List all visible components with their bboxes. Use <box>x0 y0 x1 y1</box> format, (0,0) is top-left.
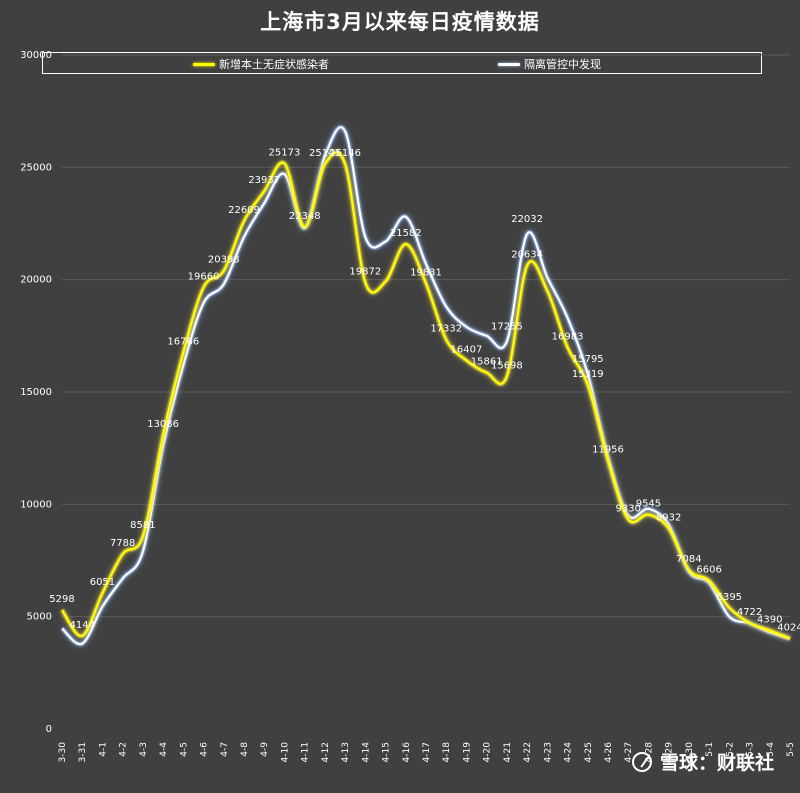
x-tick-label: 4-18 <box>442 742 452 763</box>
x-tick-label: 4-30 <box>685 742 695 763</box>
data-label: 19872 <box>349 267 381 278</box>
x-tick-label: 4-4 <box>159 742 169 757</box>
data-label: 19831 <box>410 267 442 278</box>
watermark: 雪球：财联社 <box>631 748 774 775</box>
series-line-quarantine <box>61 126 791 646</box>
x-tick-label: 4-8 <box>240 742 250 757</box>
data-label: 4390 <box>757 614 782 625</box>
y-tick-label: 15000 <box>20 387 52 398</box>
x-tick-label: 4-22 <box>523 742 533 762</box>
x-tick-label: 4-16 <box>402 742 412 763</box>
x-tick-label: 5-4 <box>766 742 776 757</box>
data-label: 4024 <box>777 623 800 634</box>
data-label: 22609 <box>228 205 260 216</box>
data-label: 16983 <box>552 331 584 342</box>
data-label: 16407 <box>451 344 483 355</box>
data-label: 7788 <box>110 538 135 549</box>
chart-title: 上海市3月以来每日疫情数据 <box>260 10 540 34</box>
x-tick-label: 4-13 <box>341 742 351 762</box>
legend-label: 新增本土无症状感染者 <box>219 58 329 71</box>
x-tick-label: 4-15 <box>382 742 392 762</box>
x-tick-label: 4-19 <box>462 742 472 763</box>
data-label: 7084 <box>676 554 701 565</box>
y-tick-label: 10000 <box>20 499 52 510</box>
y-tick-label: 30000 <box>20 50 52 61</box>
legend-label: 隔离管控中发现 <box>524 58 601 71</box>
x-tick-label: 5-2 <box>725 742 735 757</box>
x-tick-label: 3-31 <box>78 742 88 762</box>
data-label: 4144 <box>69 620 94 631</box>
x-tick-label: 5-3 <box>746 742 756 757</box>
data-label: 9330 <box>615 503 640 514</box>
data-label: 13086 <box>147 419 179 430</box>
x-tick-label: 4-20 <box>483 742 493 763</box>
data-label: 8581 <box>130 520 155 531</box>
legend-swatch-yellow <box>193 62 215 66</box>
y-tick-label: 20000 <box>20 275 52 286</box>
x-tick-label: 4-14 <box>361 742 371 763</box>
legend: 新增本土无症状感染者 隔离管控中发现 <box>42 52 762 74</box>
data-label: 17255 <box>491 321 523 332</box>
x-tick-label: 4-10 <box>280 742 290 763</box>
x-tick-label: 4-24 <box>564 742 574 763</box>
x-tick-label: 5-5 <box>786 742 796 757</box>
x-tick-label: 4-6 <box>200 742 210 757</box>
x-tick-label: 4-23 <box>543 742 553 762</box>
data-label: 20398 <box>208 255 240 266</box>
y-tick-label: 0 <box>46 724 52 735</box>
data-label: 11956 <box>592 444 624 455</box>
data-label: 22348 <box>289 211 321 222</box>
data-label: 4722 <box>737 607 762 618</box>
x-tick-label: 4-9 <box>260 742 270 757</box>
series-glow <box>60 124 791 647</box>
data-label: 19660 <box>188 271 220 282</box>
series-line-asymptomatic <box>61 151 791 640</box>
y-tick-label: 5000 <box>27 612 52 623</box>
x-tick-label: 4-1 <box>98 742 108 757</box>
x-tick-label: 4-5 <box>179 742 189 757</box>
x-tick-label: 4-12 <box>321 742 331 762</box>
data-label: 15698 <box>491 360 523 371</box>
data-label: 6606 <box>696 565 721 576</box>
data-label: 16766 <box>167 336 199 347</box>
x-tick-label: 4-26 <box>604 742 614 763</box>
data-label: 15861 <box>471 357 503 368</box>
data-label: 25173 <box>269 147 301 158</box>
data-label: 21582 <box>390 228 422 239</box>
snowball-logo-icon <box>631 751 652 772</box>
x-tick-label: 3-30 <box>58 742 68 763</box>
data-label: 5395 <box>717 592 742 603</box>
legend-item-quarantine: 隔离管控中发现 <box>498 56 601 72</box>
data-label: 6051 <box>90 577 115 588</box>
data-label: 9545 <box>636 499 661 510</box>
data-label: 23937 <box>248 175 280 186</box>
x-tick-label: 4-17 <box>422 742 432 762</box>
data-label: 20634 <box>511 249 543 260</box>
data-label: 5298 <box>49 594 74 605</box>
x-tick-label: 4-11 <box>301 742 311 762</box>
data-label: 25146 <box>329 148 361 159</box>
data-label: 25141 <box>309 148 341 159</box>
data-label: 15319 <box>572 369 604 380</box>
data-label: 17332 <box>430 324 462 335</box>
y-tick-label: 25000 <box>20 162 52 173</box>
x-tick-label: 5-1 <box>705 742 715 757</box>
x-tick-label: 4-2 <box>119 742 129 757</box>
x-tick-label: 4-27 <box>624 742 634 762</box>
x-tick-label: 4-28 <box>644 742 654 763</box>
data-label: 15795 <box>572 354 604 365</box>
x-tick-label: 4-21 <box>503 742 513 762</box>
legend-swatch-white <box>498 62 520 66</box>
x-tick-label: 4-25 <box>584 742 594 762</box>
data-label: 22032 <box>511 214 543 225</box>
watermark-text: 雪球：财联社 <box>659 752 774 774</box>
x-tick-label: 4-3 <box>139 742 149 757</box>
data-label: 8932 <box>656 512 681 523</box>
x-tick-label: 4-29 <box>665 742 675 763</box>
x-tick-label: 4-7 <box>220 742 230 757</box>
legend-item-asymptomatic: 新增本土无症状感染者 <box>193 56 329 72</box>
